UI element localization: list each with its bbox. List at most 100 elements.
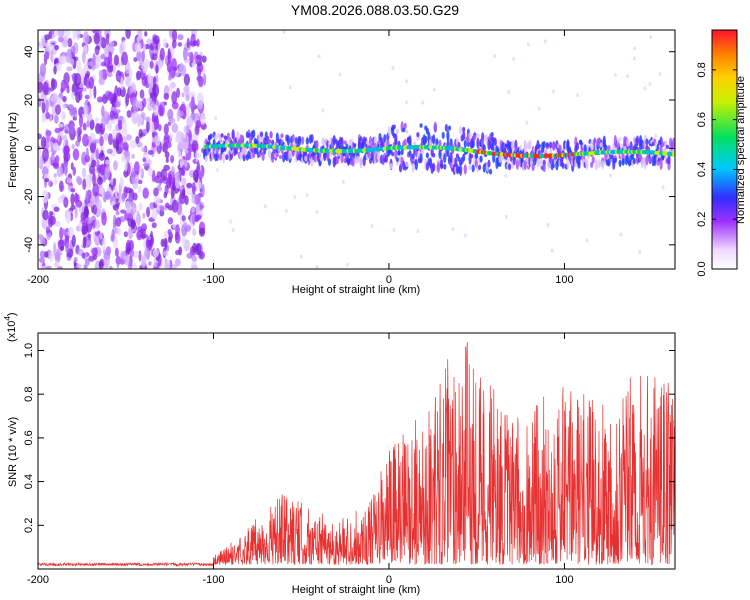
- noise-cell: [77, 134, 82, 143]
- noise-cell: [658, 71, 662, 76]
- noise-cell: [198, 227, 206, 237]
- band-cell: [561, 162, 565, 169]
- noise-cell: [53, 178, 58, 185]
- band-cell: [291, 134, 295, 143]
- noise-cell: [57, 30, 65, 38]
- noise-cell: [293, 194, 297, 199]
- noise-cell: [120, 209, 126, 214]
- noise-cell: [141, 147, 147, 152]
- band-cell: [319, 156, 324, 162]
- noise-cell: [99, 232, 103, 240]
- band-cell: [414, 158, 418, 171]
- noise-cell: [187, 51, 192, 58]
- noise-cell: [551, 89, 555, 94]
- noise-cell: [100, 53, 106, 60]
- noise-cell: [171, 101, 179, 110]
- noise-cell: [157, 124, 162, 132]
- band-cell: [432, 152, 436, 158]
- noise-cell: [46, 130, 51, 142]
- noise-cell: [146, 97, 153, 103]
- noise-cell: [109, 40, 115, 47]
- noise-cell: [81, 167, 87, 178]
- noise-cell: [142, 97, 147, 108]
- band-cell: [225, 154, 229, 161]
- noise-cell: [115, 217, 122, 227]
- noise-cell: [38, 81, 44, 94]
- noise-cell: [147, 72, 152, 85]
- noise-cell: [76, 263, 82, 269]
- noise-cell: [53, 206, 60, 212]
- band-cell: [672, 137, 675, 148]
- noise-cell: [72, 166, 77, 176]
- noise-cell: [182, 47, 188, 61]
- noise-cell: [63, 145, 70, 157]
- noise-cell: [86, 112, 93, 122]
- band-cell: [447, 125, 452, 131]
- noise-cell: [315, 264, 319, 269]
- noise-cell: [507, 89, 511, 94]
- noise-cell: [463, 233, 467, 238]
- noise-cell: [643, 86, 647, 91]
- noise-cell: [100, 149, 104, 158]
- noise-cell: [63, 196, 69, 208]
- band-cell: [204, 154, 208, 163]
- noise-cell: [192, 211, 196, 226]
- noise-cell: [135, 213, 141, 226]
- bottom-x-axis-label: Height of straight line (km): [292, 584, 420, 596]
- noise-cell: [152, 35, 160, 45]
- band-cell: [267, 139, 272, 144]
- band-cell: [462, 126, 466, 133]
- band-cell: [471, 164, 475, 173]
- noise-cell: [88, 85, 93, 100]
- noise-cell: [115, 210, 120, 216]
- noise-cell: [72, 30, 77, 40]
- noise-cell: [315, 210, 319, 215]
- noise-cell: [153, 262, 158, 267]
- noise-cell: [181, 92, 185, 98]
- band-cell: [599, 142, 603, 148]
- noise-cell: [56, 248, 60, 253]
- band-cell: [402, 127, 406, 133]
- noise-cell: [166, 259, 171, 269]
- noise-cell: [76, 59, 82, 73]
- noise-cell: [70, 91, 75, 101]
- band-cell: [493, 137, 497, 146]
- band-cell: [255, 146, 259, 155]
- noise-cell: [45, 265, 52, 269]
- noise-cell: [107, 46, 115, 53]
- noise-cell: [49, 251, 54, 263]
- band-cell: [313, 154, 317, 163]
- noise-cell: [95, 123, 101, 135]
- noise-cell: [194, 214, 200, 223]
- noise-cell: [121, 51, 128, 66]
- noise-cell: [41, 217, 48, 230]
- colorbar-tick-label: 0.2: [696, 212, 708, 227]
- noise-cell: [39, 234, 45, 246]
- band-cell: [432, 162, 436, 172]
- noise-cell: [158, 61, 163, 70]
- band-cell: [466, 141, 471, 148]
- band-cell: [222, 151, 226, 164]
- noise-cell: [199, 169, 205, 179]
- band-cell: [261, 151, 265, 161]
- noise-cell: [145, 116, 150, 122]
- noise-cell: [59, 245, 65, 252]
- noise-cell: [137, 30, 141, 36]
- noise-cell: [92, 183, 99, 197]
- noise-cell: [78, 220, 83, 232]
- band-cell: [613, 157, 617, 164]
- noise-cell: [102, 237, 106, 251]
- band-cell: [389, 163, 393, 170]
- noise-cell: [284, 208, 288, 213]
- colorbar-tick-label: 0.6: [696, 112, 708, 127]
- band-cell: [457, 156, 461, 162]
- noise-cell: [168, 85, 173, 93]
- noise-cell: [405, 100, 409, 105]
- noise-cell: [160, 238, 165, 248]
- noise-cell: [77, 127, 82, 136]
- noise-cell: [95, 194, 99, 208]
- noise-cell: [45, 99, 49, 113]
- noise-cell: [58, 239, 63, 246]
- band-cell: [285, 151, 289, 162]
- noise-cell: [169, 117, 176, 124]
